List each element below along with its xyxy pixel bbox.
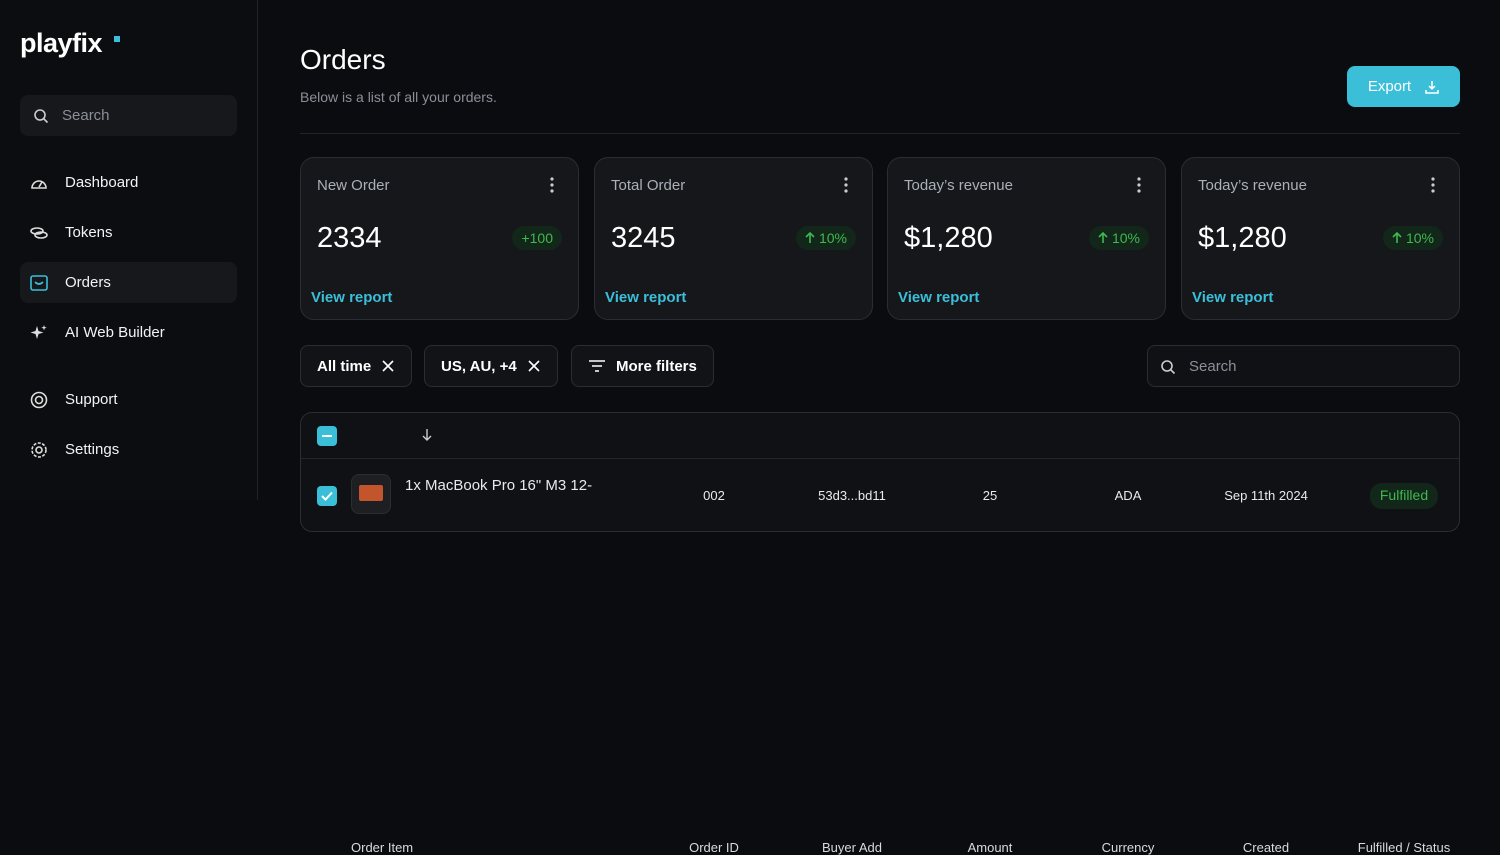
- nav-icon: [30, 391, 48, 409]
- search-icon: [34, 109, 49, 124]
- up-arrow: [1098, 232, 1108, 243]
- more-filters[interactable]: More filters: [571, 345, 714, 387]
- view-report-link[interactable]: View report: [311, 289, 393, 306]
- cell: 25: [982, 488, 998, 503]
- download-icon: [1425, 80, 1439, 94]
- sort-icon[interactable]: [421, 428, 433, 442]
- cell: 002: [703, 488, 725, 503]
- filter-icon: [589, 360, 605, 372]
- stat-card: Total Order 3245 10% View report: [594, 157, 873, 320]
- more-menu[interactable]: [1431, 177, 1435, 198]
- nav-item[interactable]: AI Web Builder: [20, 312, 237, 353]
- column-header: Amount: [967, 840, 1013, 855]
- nav-item[interactable]: Tokens: [20, 212, 237, 253]
- filter-chip[interactable]: US, AU, +4: [424, 345, 558, 387]
- nav-label: Orders: [65, 274, 111, 291]
- column-header: Created: [1242, 840, 1290, 855]
- stat-card: Today’s revenue $1,280 10% View report: [887, 157, 1166, 320]
- nav-item-active[interactable]: Orders: [20, 262, 237, 303]
- search-icon: [1161, 360, 1176, 375]
- stat-card: Today’s revenue $1,280 10% View report: [1181, 157, 1460, 320]
- orders-table: Order Item Order ID Buyer Add Amount Currenc…: [300, 412, 1460, 855]
- nav-item[interactable]: Support: [20, 379, 237, 420]
- column-header: Currency: [1101, 840, 1155, 855]
- change-badge: +100: [512, 226, 562, 250]
- more-menu[interactable]: [550, 177, 554, 198]
- view-report-link[interactable]: View report: [1192, 289, 1274, 306]
- nav-item[interactable]: Settings: [20, 429, 237, 470]
- stat-value: 3245: [611, 222, 676, 254]
- column-header: Fulfilled / Status: [1357, 840, 1451, 855]
- stat-label: Today’s revenue: [1198, 177, 1307, 194]
- nav-label: Dashboard: [65, 174, 139, 191]
- column-header: Order ID: [689, 840, 739, 855]
- filter-label: US, AU, +4: [441, 357, 517, 375]
- filter-label: More filters: [616, 357, 697, 375]
- stat-value: $1,280: [904, 222, 993, 254]
- column-header: Buyer Add: [822, 840, 882, 855]
- search-placeholder: Search: [62, 107, 110, 124]
- logo-mark: [114, 36, 120, 42]
- nav-label: Tokens: [65, 224, 113, 241]
- nav-label: Support: [65, 391, 118, 408]
- nav-icon: [30, 325, 47, 339]
- change-value: +100: [521, 230, 553, 246]
- change-badge: 10%: [795, 226, 856, 250]
- change-badge: 10%: [1088, 226, 1149, 250]
- nav-label: Settings: [65, 441, 120, 458]
- search-placeholder: Search: [1189, 358, 1237, 375]
- up-arrow: [1392, 232, 1402, 243]
- page-title: Orders: [300, 44, 386, 75]
- filter-chip[interactable]: All time: [300, 345, 413, 387]
- page-subtitle: Below is a list of all your orders.: [300, 89, 497, 105]
- close-icon: [382, 360, 394, 372]
- stat-label: New Order: [317, 177, 390, 194]
- row-checkbox[interactable]: [317, 486, 337, 506]
- cell: 53d3...bd11: [818, 488, 886, 503]
- change-value: 10%: [1405, 230, 1434, 246]
- stat-label: Today’s revenue: [904, 177, 1013, 194]
- sidebar-search[interactable]: Search: [20, 95, 237, 136]
- nav-icon: [30, 275, 48, 291]
- logo[interactable]: playfix: [20, 28, 103, 58]
- product-thumbnail: [351, 474, 391, 514]
- stat-value: $1,280: [1198, 222, 1287, 254]
- divider: [300, 133, 1460, 134]
- stat-label: Total Order: [611, 177, 686, 194]
- nav-item[interactable]: Dashboard: [20, 162, 237, 203]
- more-menu[interactable]: [844, 177, 848, 198]
- table-search[interactable]: Search: [1147, 345, 1460, 387]
- view-report-link[interactable]: View report: [898, 289, 980, 306]
- export-button[interactable]: Export: [1347, 66, 1460, 107]
- filter-label: All time: [317, 357, 372, 375]
- nav-label: AI Web Builder: [65, 324, 165, 341]
- change-badge: 10%: [1382, 226, 1443, 250]
- nav-icon: [30, 227, 48, 239]
- close-icon: [528, 360, 540, 372]
- view-report-link[interactable]: View report: [605, 289, 687, 306]
- stat-card: New Order 2334 +100 View report: [300, 157, 579, 320]
- export-label: Export: [1367, 78, 1412, 95]
- sidebar: playfix Search Dashboard Tokens Orders A…: [0, 0, 258, 500]
- status-pill: Fulfilled: [1369, 483, 1439, 509]
- cell: Sep 11th 2024: [1224, 488, 1308, 503]
- nav-icon: [31, 180, 47, 189]
- stat-value: 2334: [317, 222, 382, 254]
- status-label: Fulfilled: [1379, 487, 1429, 503]
- select-all-checkbox[interactable]: [317, 426, 337, 446]
- row-divider: [301, 458, 1459, 459]
- order-item: 1x MacBook Pro 16" M3 12-: [405, 477, 593, 494]
- change-value: 10%: [1111, 230, 1140, 246]
- column-header: Order Item: [351, 840, 414, 855]
- more-menu[interactable]: [1137, 177, 1141, 198]
- cell: ADA: [1114, 488, 1142, 503]
- main: Orders Below is a list of all your order…: [258, 0, 1500, 855]
- change-value: 10%: [818, 230, 847, 246]
- up-arrow: [805, 232, 815, 243]
- nav-icon: [31, 442, 47, 458]
